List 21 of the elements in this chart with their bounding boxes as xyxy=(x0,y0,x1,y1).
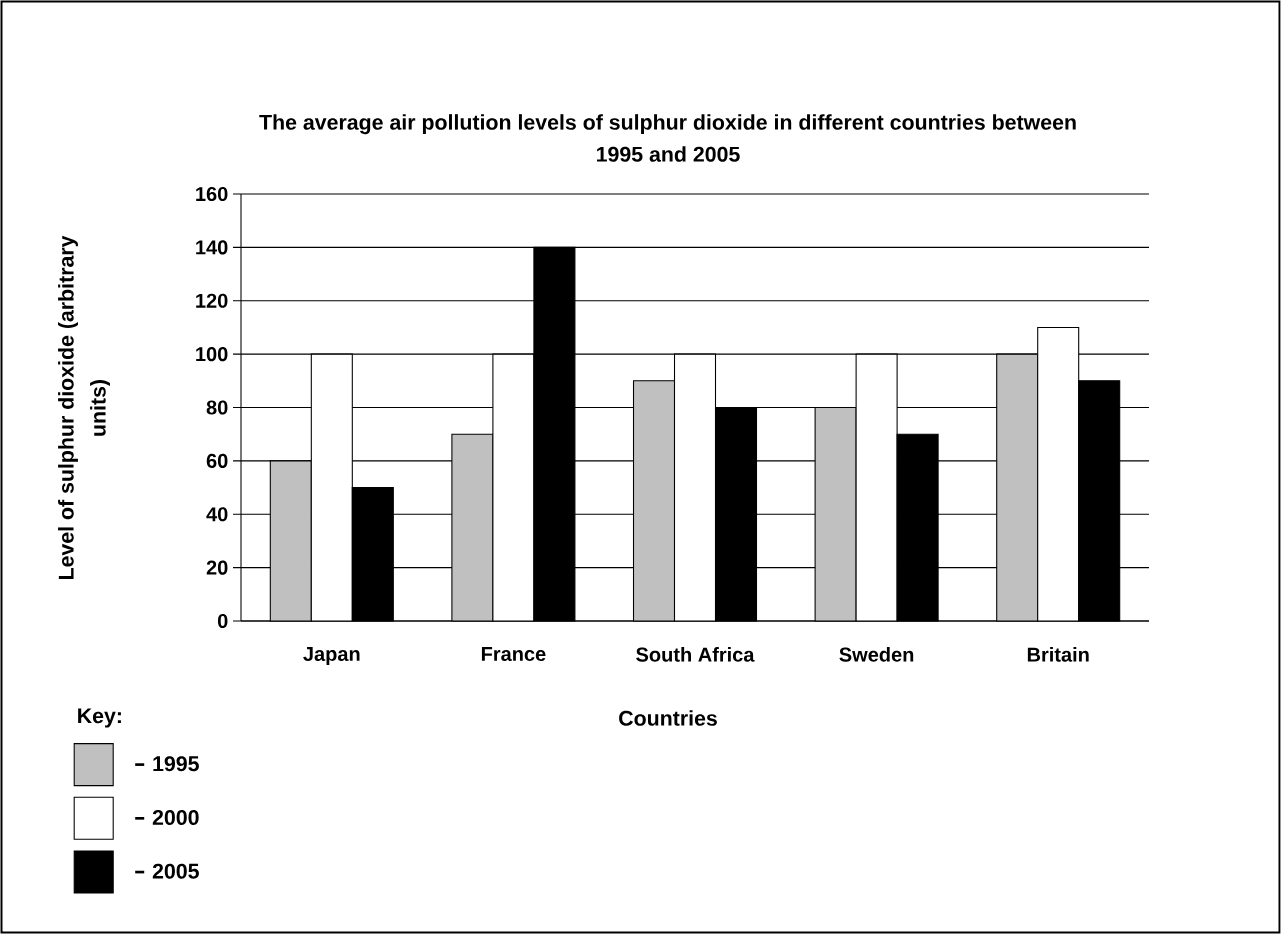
y-tick-label: 140 xyxy=(196,240,228,255)
y-tick-label: 40 xyxy=(206,507,228,522)
x-tick-label: Britain xyxy=(1027,647,1089,662)
x-tick-label: Japan xyxy=(303,647,360,665)
x-tick-label: France xyxy=(481,647,546,661)
x-tick-label: South Africa xyxy=(636,647,755,662)
y-tick-label: 160 xyxy=(196,186,228,202)
y-tick-label: 0 xyxy=(217,613,228,629)
y-tick-label: 100 xyxy=(196,347,228,362)
y-tick-label: 120 xyxy=(196,293,228,308)
y-tick-label: 20 xyxy=(206,560,228,575)
legend-label: 2005 xyxy=(152,863,199,879)
legend-label: 1995 xyxy=(153,756,199,772)
y-axis-title: Level of sulphur dioxide (arbitrary units) xyxy=(58,235,110,580)
legend-label: 2000 xyxy=(152,809,199,825)
x-axis-title: Countries xyxy=(619,710,717,726)
legend-title: Key: xyxy=(78,708,121,728)
y-tick-label: 60 xyxy=(206,453,228,468)
chart-title: The average air pollution levels of sulphur dioxide in different countries between 1995 and 2005 xyxy=(259,114,1076,162)
x-tick-label: Sweden xyxy=(839,647,914,662)
y-tick-label: 80 xyxy=(206,400,228,415)
